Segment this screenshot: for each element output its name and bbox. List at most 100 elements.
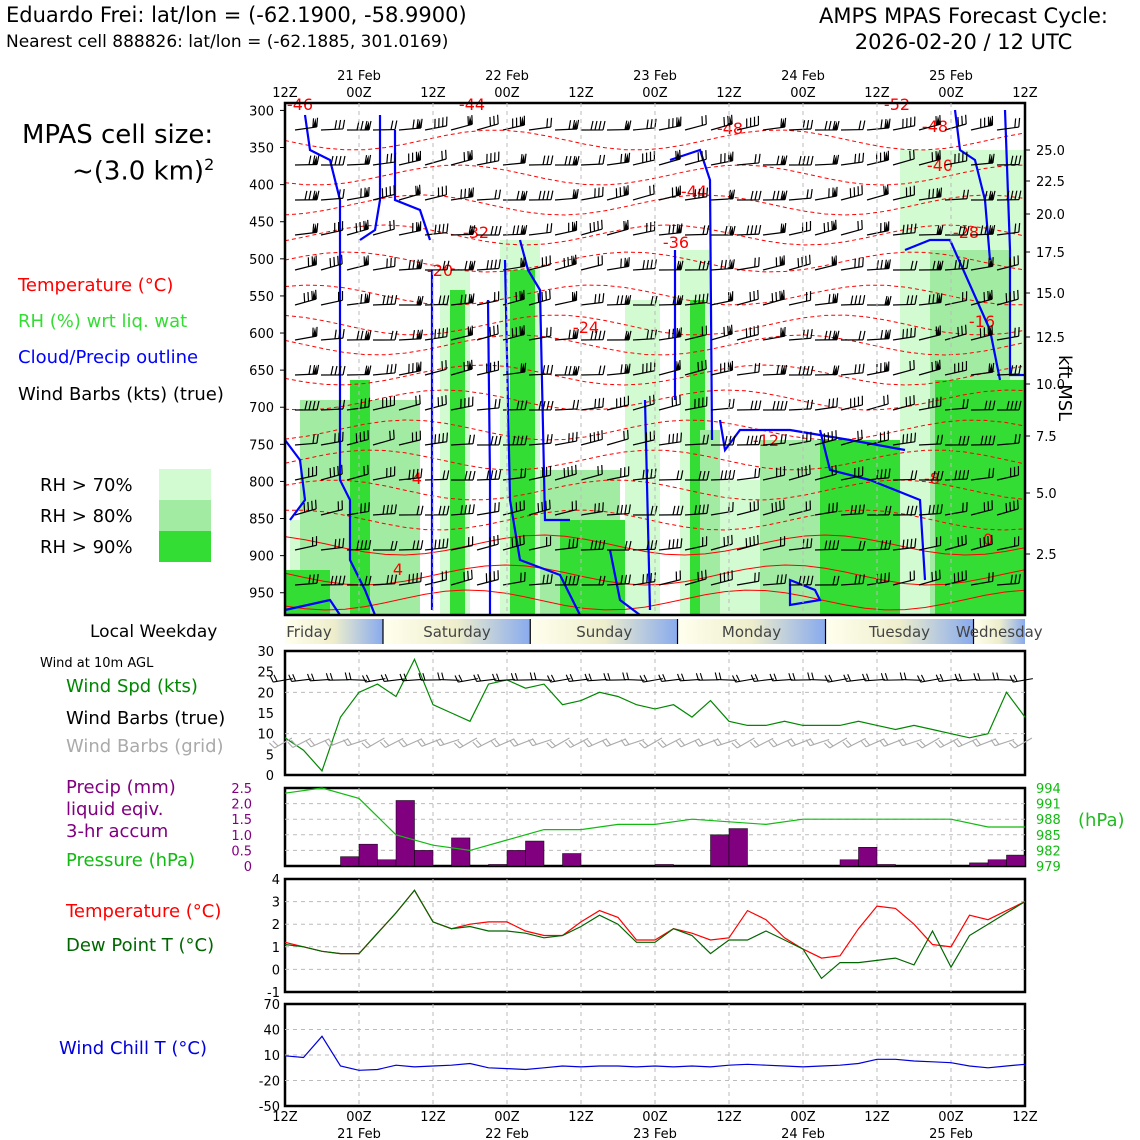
wind-barb-163 (892, 295, 918, 306)
weekday-band-5 (973, 619, 1025, 644)
wind-barb-383 (788, 575, 814, 586)
wind-speed-label: Wind Spd (kts) (66, 676, 198, 697)
surface-barb-grid-1 (287, 737, 311, 748)
top-time-tick-10: 12Z (1012, 86, 1038, 101)
cloud-outline-4 (486, 299, 492, 615)
wind-barb-373 (528, 574, 553, 586)
wind-barb-157 (736, 289, 759, 306)
pressure-ytick-994: 994 (1036, 782, 1061, 797)
wind-barb-266 (658, 432, 683, 446)
wind-barb-353 (736, 534, 759, 551)
wind-barb-105 (840, 219, 863, 236)
wind-barb-295 (685, 470, 710, 481)
wind-barb-6 (450, 115, 473, 131)
wind-barb-343 (476, 534, 499, 551)
wind-barb-193 (944, 324, 967, 341)
wind-barb-384 (814, 575, 840, 586)
wind-barb-22 (866, 118, 891, 131)
wind-barb-14 (658, 116, 682, 131)
pressure-label: Pressure (hPa) (66, 850, 196, 871)
wind-barb-143 (372, 294, 398, 306)
wind-barb-291 (580, 464, 603, 481)
wind-ytick-10: 10 (257, 728, 274, 743)
wind-barb-183 (684, 325, 707, 341)
wind-barb-244 (814, 397, 839, 411)
surface-barb-grid-37 (953, 738, 978, 748)
precip-bar-9 (451, 837, 471, 867)
wind-barb-47 (788, 155, 814, 166)
surface-barb-true-34 (899, 672, 923, 681)
wind-barb-282 (346, 464, 369, 481)
pressure-ytick-982: 982 (1036, 844, 1061, 859)
surface-barb-grid-21 (657, 737, 681, 748)
wind-barb-8 (502, 115, 526, 131)
wind-barb-261 (528, 433, 553, 446)
wind-barb-120 (502, 257, 526, 271)
top-time-tick-6: 12Z (716, 86, 742, 101)
surface-barb-true-16 (565, 674, 590, 683)
wind-barb-21 (840, 120, 866, 131)
nearest-cell-subtitle: Nearest cell 888826: lat/lon = (-62.1885… (6, 32, 449, 52)
wind-barb-216 (814, 365, 840, 376)
wind-barb-45 (736, 153, 761, 166)
surface-wind-barbs (268, 672, 1033, 749)
kft-tick-8: 5.0 (1036, 487, 1057, 502)
legend-rh90-swatch (159, 531, 211, 562)
wind-barb-67 (580, 186, 604, 201)
wind-barb-306 (970, 467, 995, 481)
wind-barb-136 (918, 260, 944, 271)
wind-barb-370 (450, 569, 473, 586)
wind-barb-146 (450, 293, 475, 306)
wind-barb-178 (554, 329, 579, 341)
surface-barb-grid-34 (898, 738, 922, 747)
surface-barb-true-9 (437, 672, 460, 681)
top-date-3: 24 Feb (781, 69, 825, 84)
wind-barb-42 (658, 149, 681, 166)
wind-barb-79 (892, 185, 915, 201)
wind-barb-243 (788, 399, 814, 411)
bottom-time-tick-3: 00Z (494, 1110, 520, 1125)
wind-barb-161 (840, 295, 866, 306)
surface-barb-grid-12 (490, 738, 515, 748)
surface-barb-true-37 (954, 673, 978, 682)
wind-barb-340 (398, 540, 424, 551)
wind-barb-170 (346, 330, 372, 341)
surface-barb-true-4 (344, 672, 368, 681)
wind-barb-330 (866, 505, 892, 516)
legend-rh80: RH > 80% (40, 506, 133, 527)
wind-barb-133 (840, 257, 864, 271)
temp-contour-label-12: -16 (969, 312, 995, 331)
wind-barb-87 (372, 219, 395, 236)
wind-barb-25 (944, 114, 967, 131)
surface-barb-grid-8 (416, 738, 441, 747)
surface-barb-true-32 (862, 673, 886, 682)
wind-barb-285 (424, 470, 450, 481)
surface-barb-true-27 (769, 673, 793, 682)
wind-barb-251 (996, 400, 1022, 411)
wind-barb-147 (476, 291, 500, 306)
wind-barb-206 (554, 365, 580, 376)
wind-barb-337 (320, 538, 345, 551)
wind-barb-225 (320, 399, 346, 411)
wind-barb-274 (866, 430, 890, 446)
wind-barb-158 (762, 289, 785, 306)
wind-barb-61 (424, 185, 447, 201)
surface-barb-grid-10 (453, 737, 478, 749)
forecast-cycle-line2: 2026-02-20 / 12 UTC (854, 30, 1073, 54)
wind-barb-82 (970, 190, 996, 201)
precip-bar-39 (1006, 854, 1026, 867)
wind-barb-56 (294, 190, 320, 201)
temp-contour-label-7: -36 (663, 233, 689, 252)
precip-bar-15 (562, 853, 582, 867)
wind-barb-55 (996, 155, 1022, 166)
wind-barb-86 (346, 219, 369, 236)
wind-barb-93 (528, 223, 553, 236)
wind-barb-4 (398, 118, 423, 131)
wind-barb-154 (658, 295, 684, 306)
kft-tick-6: 10.0 (1036, 378, 1065, 393)
wind-barb-173 (424, 327, 448, 341)
surface-barb-true-25 (732, 674, 756, 683)
wind-barb-323 (684, 504, 709, 516)
wind-barb-1 (320, 119, 346, 131)
wind-barb-88 (398, 221, 422, 236)
